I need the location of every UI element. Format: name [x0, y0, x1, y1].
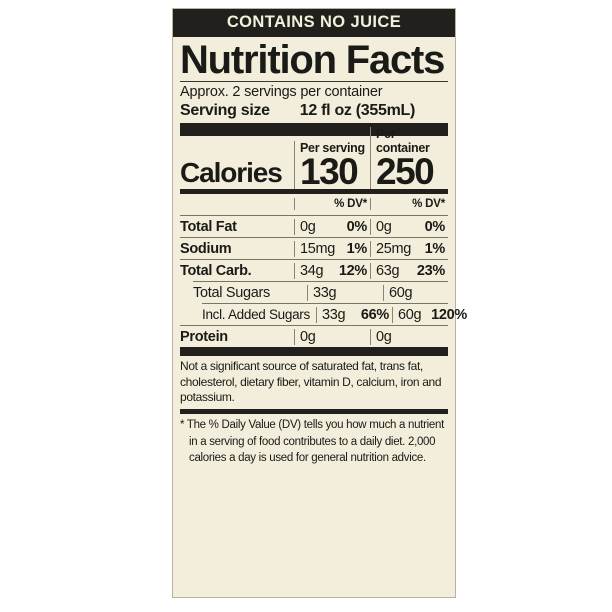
nutrient-dv: 0% — [424, 218, 446, 235]
divider-above-added-sugars — [202, 303, 448, 305]
table-row: Sodium 15mg 1% 25mg 1% — [180, 238, 448, 259]
nutrient-per-container: 25mg 1% — [370, 240, 448, 257]
divider-under-title — [180, 80, 448, 82]
calories-per-container-value: 250 — [370, 153, 448, 190]
divider-thick-above-calories — [180, 123, 448, 137]
dv-header-per-serving: % DV* — [294, 198, 370, 211]
nutrition-facts-panel: CONTAINS NO JUICE Nutrition Facts Approx… — [172, 8, 467, 598]
nutrient-amount: 34g — [300, 262, 324, 279]
nutrient-amount: 0g — [376, 218, 392, 235]
nutrient-per-container: 60g — [383, 284, 461, 301]
table-row: Protein 0g 0g — [180, 326, 448, 347]
column-header-per-serving: Per serving — [294, 141, 370, 156]
nutrient-dv: 1% — [346, 240, 368, 257]
calories-row: Calories 130 250 — [180, 153, 448, 190]
nutrient-amount: 33g — [313, 284, 337, 301]
nutrient-dv: 120% — [431, 306, 467, 323]
footnote-not-significant-source: Not a significant source of saturated fa… — [180, 359, 442, 405]
column-header-per-container: Per container — [370, 127, 448, 156]
divider-above-footnote-two — [180, 409, 448, 415]
nutrient-per-container: 0g 0% — [370, 218, 448, 235]
nutrient-per-container: 60g 120% — [392, 306, 470, 323]
panel-body: Nutrition Facts Approx. 2 servings per c… — [173, 37, 467, 471]
nutrient-name: Incl. Added Sugars — [202, 306, 310, 322]
nutrient-dv: 0% — [346, 218, 368, 235]
divider-under-calories — [180, 189, 448, 195]
dv-header-spacer — [180, 198, 294, 210]
divider-above-total-sugars — [193, 281, 448, 283]
nutrient-amount: 33g — [322, 306, 346, 323]
nutrient-per-serving: 0g — [294, 328, 370, 345]
nutrient-dv: 12% — [338, 262, 367, 279]
table-row: Incl. Added Sugars 33g 66% 60g 120% — [180, 304, 467, 325]
nutrient-name: Protein — [180, 328, 228, 345]
nutrient-name: Sodium — [180, 240, 232, 257]
contains-no-juice-banner: CONTAINS NO JUICE — [173, 9, 455, 37]
nutrient-name: Total Carb. — [180, 262, 252, 279]
serving-size-value: 12 fl oz (355mL) — [299, 102, 416, 120]
nutrient-per-serving: 33g — [307, 284, 383, 301]
divider-above-sodium — [180, 237, 448, 239]
nutrient-name: Total Sugars — [193, 284, 270, 301]
nutrient-amount: 0g — [300, 328, 316, 345]
calories-per-serving-value: 130 — [294, 153, 370, 190]
table-row: Total Carb. 34g 12% 63g 23% — [180, 260, 448, 281]
nutrient-amount: 0g — [376, 328, 392, 345]
nutrient-per-serving: 0g 0% — [294, 218, 370, 235]
nutrient-amount: 60g — [389, 284, 413, 301]
nutrient-dv: 23% — [416, 262, 445, 279]
nutrient-amount: 63g — [376, 262, 400, 279]
nutrient-per-container: 63g 23% — [370, 262, 448, 279]
nutrient-dv: 1% — [424, 240, 446, 257]
serving-size-row: Serving size 12 fl oz (355mL) — [180, 101, 448, 123]
servings-per-container: Approx. 2 servings per container — [180, 83, 383, 100]
calories-label: Calories — [180, 157, 283, 189]
divider-above-footnote-one — [180, 347, 448, 357]
nutrient-per-serving: 33g 66% — [316, 306, 392, 323]
dv-header-per-container: % DV* — [370, 198, 448, 211]
divider-above-total-carb — [180, 259, 448, 261]
divider-above-protein — [180, 325, 448, 327]
page-title: Nutrition Facts — [180, 37, 445, 82]
column-header-row: Per serving Per container — [180, 127, 448, 156]
nutrient-amount: 0g — [300, 218, 316, 235]
nutrient-amount: 60g — [398, 306, 422, 323]
nutrient-dv: 66% — [360, 306, 389, 323]
serving-size-label: Serving size — [180, 102, 270, 120]
footnote-daily-value: * The % Daily Value (DV) tells you how m… — [180, 419, 444, 465]
table-row: Total Sugars 33g 60g — [180, 282, 448, 303]
nutrient-amount: 25mg — [376, 240, 412, 257]
divider-above-total-fat — [180, 215, 448, 217]
nutrient-per-container: 0g — [370, 328, 448, 345]
nutrient-amount: 15mg — [300, 240, 336, 257]
daily-value-header-row: % DV* % DV* — [180, 194, 448, 215]
nutrient-per-serving: 34g 12% — [294, 262, 370, 279]
nutrient-per-serving: 15mg 1% — [294, 240, 370, 257]
table-row: Total Fat 0g 0% 0g 0% — [180, 216, 448, 237]
nutrient-name: Total Fat — [180, 218, 237, 235]
